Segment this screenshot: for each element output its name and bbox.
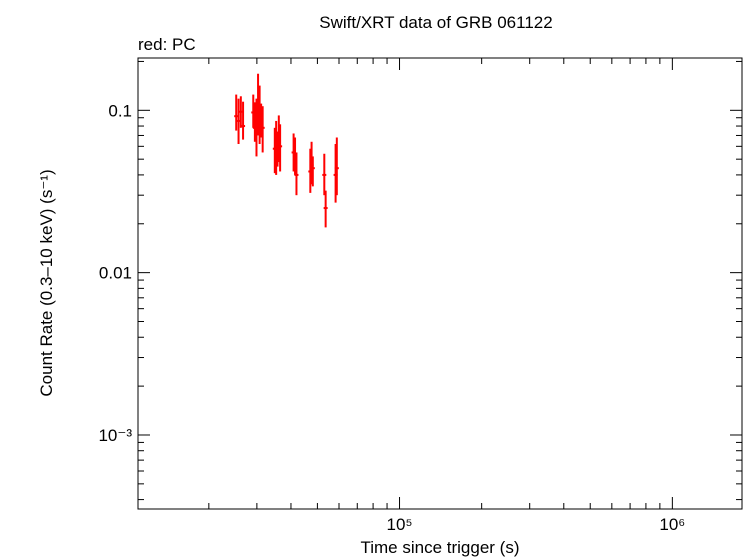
x-axis-label: Time since trigger (s) (360, 538, 519, 557)
axis-ticks (138, 58, 742, 509)
y-tick-label: 0.1 (108, 101, 132, 120)
data-point (260, 106, 265, 153)
plot-frame (137, 57, 743, 510)
y-tick-label: 0.01 (99, 264, 132, 283)
chart-title: Swift/XRT data of GRB 061122 (319, 13, 552, 32)
y-tick-label: 10⁻³ (98, 426, 132, 445)
data-point (278, 124, 283, 172)
chart-subtitle: red: PC (138, 35, 196, 54)
y-axis-label: Count Rate (0.3–10 keV) (s⁻¹) (37, 169, 56, 396)
x-tick-label: 10⁶ (659, 515, 685, 534)
data-point (334, 137, 339, 196)
tick-labels: 10⁵ 10⁶ 0.1 0.01 10⁻³ (98, 101, 685, 534)
data-point (310, 156, 315, 187)
x-tick-label: 10⁵ (387, 515, 413, 534)
data-points (234, 73, 339, 228)
data-point (323, 190, 328, 228)
data-point (241, 101, 246, 140)
data-point (294, 152, 299, 196)
data-point (322, 153, 327, 196)
